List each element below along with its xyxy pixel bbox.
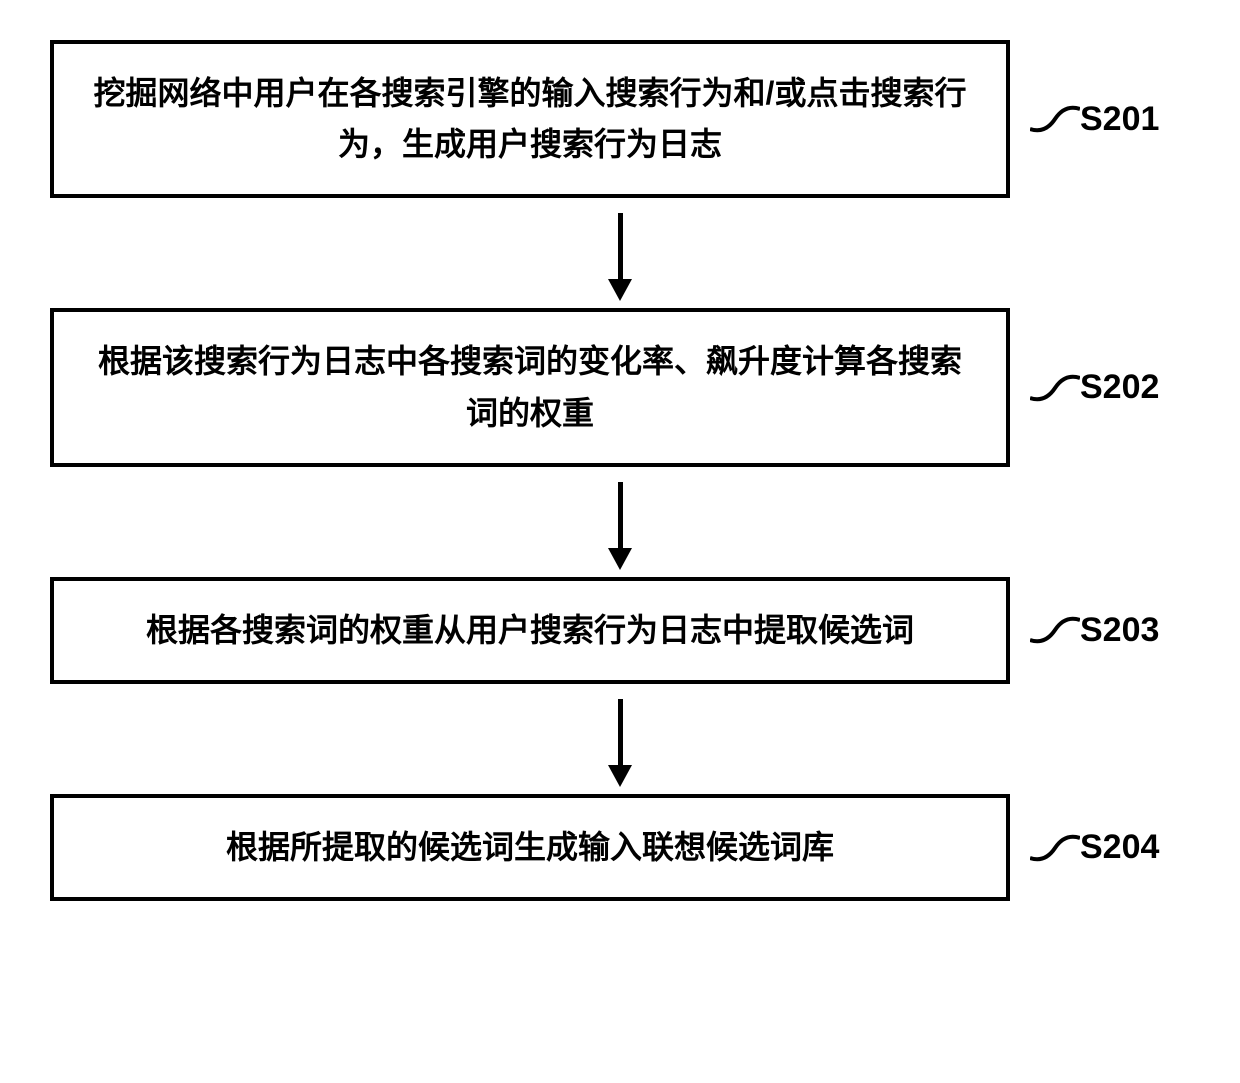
- step-label-text-4: S204: [1080, 828, 1159, 867]
- step-box-4: 根据所提取的候选词生成输入联想候选词库: [50, 794, 1010, 901]
- step-label-4: S204: [1030, 828, 1159, 868]
- arrow-2: [618, 482, 623, 562]
- connector-curve-4: [1030, 828, 1080, 868]
- step-row-2: 根据该搜索行为日志中各搜索词的变化率、飙升度计算各搜索词的权重 S202: [50, 308, 1190, 466]
- step-row-3: 根据各搜索词的权重从用户搜索行为日志中提取候选词 S203: [50, 577, 1190, 684]
- arrow-container-1: [140, 198, 1100, 308]
- arrow-line-1: [618, 213, 623, 283]
- step-text-2: 根据该搜索行为日志中各搜索词的变化率、飙升度计算各搜索词的权重: [84, 336, 976, 438]
- connector-curve-1: [1030, 99, 1080, 139]
- step-text-3: 根据各搜索词的权重从用户搜索行为日志中提取候选词: [146, 605, 914, 656]
- arrow-line-2: [618, 482, 623, 552]
- step-box-2: 根据该搜索行为日志中各搜索词的变化率、飙升度计算各搜索词的权重: [50, 308, 1010, 466]
- arrow-line-3: [618, 699, 623, 769]
- arrow-head-2: [608, 548, 632, 570]
- step-text-4: 根据所提取的候选词生成输入联想候选词库: [226, 822, 834, 873]
- flowchart-container: 挖掘网络中用户在各搜索引擎的输入搜索行为和/或点击搜索行为，生成用户搜索行为日志…: [50, 40, 1190, 901]
- step-row-4: 根据所提取的候选词生成输入联想候选词库 S204: [50, 794, 1190, 901]
- step-label-text-3: S203: [1080, 611, 1159, 650]
- step-label-1: S201: [1030, 99, 1159, 139]
- step-label-2: S202: [1030, 368, 1159, 408]
- arrow-3: [618, 699, 623, 779]
- arrow-head-1: [608, 279, 632, 301]
- connector-curve-2: [1030, 368, 1080, 408]
- step-box-1: 挖掘网络中用户在各搜索引擎的输入搜索行为和/或点击搜索行为，生成用户搜索行为日志: [50, 40, 1010, 198]
- step-box-3: 根据各搜索词的权重从用户搜索行为日志中提取候选词: [50, 577, 1010, 684]
- arrow-head-3: [608, 765, 632, 787]
- arrow-1: [618, 213, 623, 293]
- step-label-text-1: S201: [1080, 100, 1159, 139]
- arrow-container-3: [140, 684, 1100, 794]
- step-row-1: 挖掘网络中用户在各搜索引擎的输入搜索行为和/或点击搜索行为，生成用户搜索行为日志…: [50, 40, 1190, 198]
- arrow-container-2: [140, 467, 1100, 577]
- connector-curve-3: [1030, 610, 1080, 650]
- step-label-text-2: S202: [1080, 368, 1159, 407]
- step-text-1: 挖掘网络中用户在各搜索引擎的输入搜索行为和/或点击搜索行为，生成用户搜索行为日志: [84, 68, 976, 170]
- step-label-3: S203: [1030, 610, 1159, 650]
